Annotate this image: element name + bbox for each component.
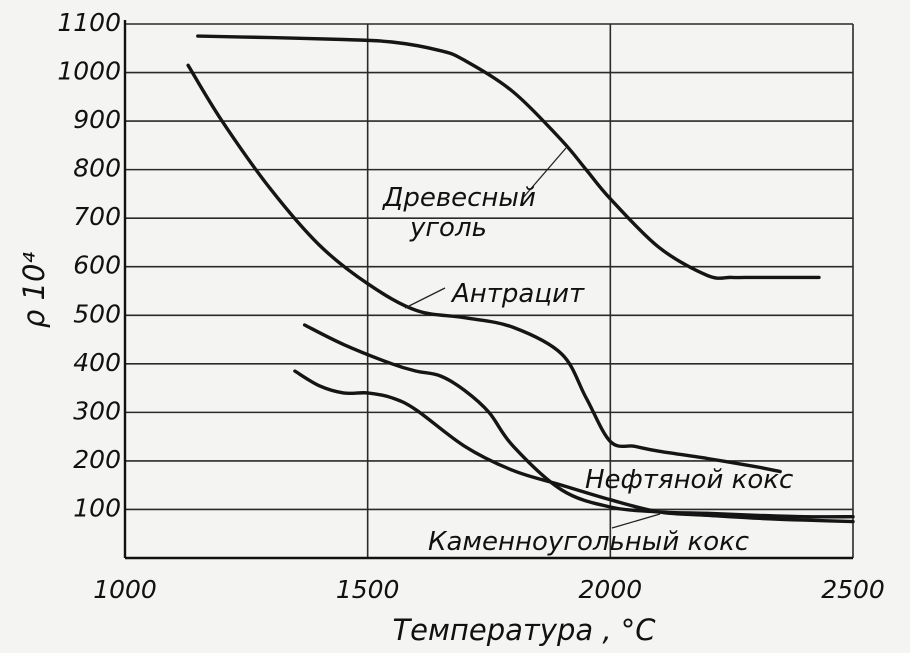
- x-tick-labels: 1000 1500 2000 2500: [93, 575, 885, 604]
- label-charcoal: Древесный: [382, 183, 536, 213]
- label-leaders: [404, 147, 661, 529]
- y-axis-label: ρ 10⁴: [17, 252, 51, 329]
- label-coal-coke: Каменноугольный кокс: [428, 527, 749, 557]
- y-tick-labels: 100 200 300 400 500 600 700 800 900 1000 1100: [57, 8, 121, 522]
- x-tick-label: 2000: [579, 575, 643, 604]
- x-axis-label: Температура , °C: [392, 613, 656, 647]
- y-tick-label: 800: [73, 154, 121, 183]
- leader-line: [611, 513, 661, 529]
- label-charcoal: уголь: [409, 213, 487, 243]
- grid: [125, 23, 854, 558]
- leader-line: [521, 147, 567, 200]
- leader-line: [404, 287, 446, 309]
- label-petroleum-coke: Нефтяной кокс: [585, 465, 793, 495]
- series-line-charcoal: [196, 34, 821, 280]
- y-tick-label: 300: [73, 396, 121, 425]
- label-anthracite: Антрацит: [450, 279, 585, 309]
- y-tick-label: 700: [73, 202, 121, 231]
- y-tick-label: 100: [73, 493, 121, 522]
- series-lines: [186, 34, 855, 524]
- y-tick-label: 1000: [57, 57, 121, 86]
- x-tick-label: 1000: [93, 575, 157, 604]
- series-line-coal-coke: [293, 369, 855, 524]
- axes: [123, 20, 853, 560]
- y-tick-label: 900: [73, 105, 121, 134]
- y-tick-label: 1100: [57, 8, 121, 37]
- y-tick-label: 600: [73, 251, 121, 280]
- y-tick-label: 200: [73, 445, 121, 474]
- y-tick-label: 500: [73, 299, 121, 328]
- y-tick-label: 400: [73, 348, 121, 377]
- series-line-petroleum-coke: [302, 323, 855, 519]
- series-line-anthracite: [186, 63, 782, 474]
- x-tick-label: 2500: [821, 575, 885, 604]
- x-tick-label: 1500: [336, 575, 400, 604]
